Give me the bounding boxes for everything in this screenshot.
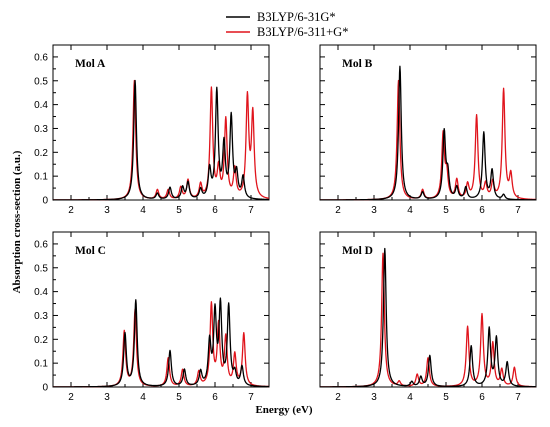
x-tick-label: 2 — [68, 392, 74, 403]
series-line-red — [319, 79, 537, 201]
y-tick-label: 0.3 — [34, 124, 48, 135]
panel-title: Mol D — [342, 245, 373, 257]
panel-mol-c: 2 3 4 5 6 7 0 0.1 0.2 0.3 0.4 0.5 0.6 Mol C — [34, 231, 270, 403]
x-tick-label: 5 — [443, 205, 449, 216]
x-tick-label: 4 — [140, 205, 146, 216]
x-tick-label: 6 — [212, 205, 218, 216]
series-line-black — [52, 297, 270, 388]
x-tick-label: 7 — [515, 205, 521, 216]
panel-mol-d: 2 3 4 5 6 7 Mol D — [319, 231, 537, 403]
y-tick-label: 0.4 — [34, 287, 48, 298]
series-line-red — [52, 79, 270, 201]
x-tick-label: 3 — [371, 392, 377, 403]
x-tick-label: 5 — [176, 392, 182, 403]
x-tick-label: 7 — [248, 392, 254, 403]
panel-title: Mol C — [75, 245, 106, 257]
x-tick-label: 7 — [248, 205, 254, 216]
y-tick-label: 0.5 — [34, 263, 48, 274]
panel-mol-b: 2 3 4 5 6 7 Mol B — [319, 44, 537, 216]
x-tick-label: 5 — [176, 205, 182, 216]
y-tick-label: 0.2 — [34, 335, 48, 346]
x-tick-label: 2 — [335, 392, 341, 403]
y-tick-label: 0.2 — [34, 148, 48, 159]
y-tick-label: 0.1 — [34, 172, 48, 183]
legend-label-red: B3LYP/6-311+G* — [257, 25, 348, 39]
y-tick-label: 0 — [42, 383, 48, 394]
panels: 2 3 4 5 6 7 0 0.1 0.2 0.3 0.4 0.5 0.6 Mol A 2 3 4 5 6 7 Mol … — [34, 44, 537, 403]
x-tick-label: 7 — [515, 392, 521, 403]
y-tick-label: 0.1 — [34, 359, 48, 370]
panel-title: Mol B — [342, 58, 373, 70]
x-tick-label: 3 — [371, 205, 377, 216]
x-tick-label: 2 — [335, 205, 341, 216]
y-tick-label: 0.5 — [34, 76, 48, 87]
x-tick-label: 3 — [104, 392, 110, 403]
panel-mol-a: 2 3 4 5 6 7 0 0.1 0.2 0.3 0.4 0.5 0.6 Mol A — [34, 44, 270, 216]
series-line-black — [52, 79, 270, 201]
y-tick-label: 0.6 — [34, 239, 48, 250]
x-tick-label: 2 — [68, 205, 74, 216]
y-tick-label: 0.3 — [34, 311, 48, 322]
y-tick-label: 0 — [42, 196, 48, 207]
x-tick-label: 4 — [140, 392, 146, 403]
x-tick-label: 5 — [443, 392, 449, 403]
x-tick-label: 6 — [479, 205, 485, 216]
x-tick-label: 6 — [479, 392, 485, 403]
y-tick-label: 0.6 — [34, 52, 48, 63]
y-tick-label: 0.4 — [34, 100, 48, 111]
legend-label-black: B3LYP/6-31G* — [257, 10, 336, 24]
x-tick-label: 4 — [407, 392, 413, 403]
y-axis-label: Absorption cross-section (a.u.) — [11, 150, 23, 293]
series-line-black — [319, 65, 537, 201]
legend: B3LYP/6-31G* B3LYP/6-311+G* — [226, 10, 348, 39]
x-axis-label: Energy (eV) — [255, 404, 312, 416]
panel-title: Mol A — [75, 58, 106, 70]
series-line-black — [319, 247, 537, 388]
x-tick-label: 4 — [407, 205, 413, 216]
x-tick-label: 6 — [212, 392, 218, 403]
x-tick-label: 3 — [104, 205, 110, 216]
